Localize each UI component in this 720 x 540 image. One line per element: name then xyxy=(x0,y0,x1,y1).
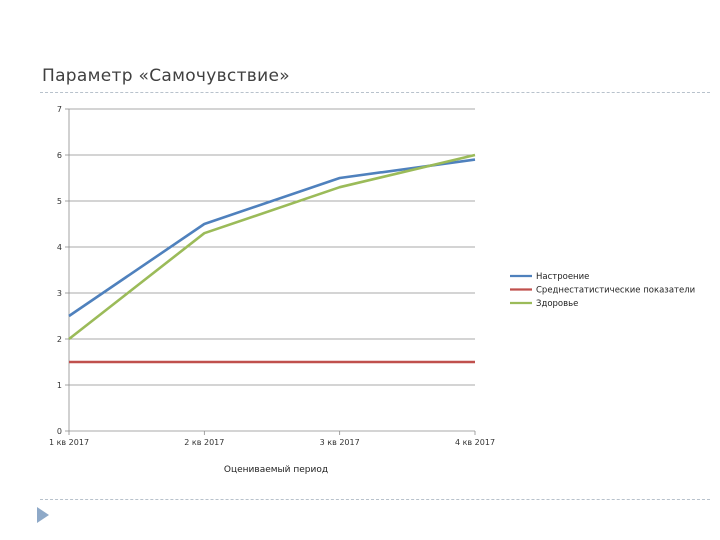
y-tick-label: 3 xyxy=(57,289,62,298)
x-tick-label: 2 кв 2017 xyxy=(184,438,224,447)
x-axis-label: Оцениваемый период xyxy=(224,465,328,475)
legend-label: Среднестатистические показатели xyxy=(536,286,695,296)
y-tick-label: 0 xyxy=(57,427,62,436)
bottom-divider xyxy=(40,499,710,500)
y-tick-label: 4 xyxy=(57,243,62,252)
series-line-1 xyxy=(68,158,476,318)
y-tick-label: 1 xyxy=(57,381,62,390)
legend: Настроение Среднестатистические показател… xyxy=(510,272,695,309)
axes xyxy=(65,108,476,435)
y-tick-label: 5 xyxy=(57,197,62,206)
legend-label: Здоровье xyxy=(536,299,578,309)
y-tick-labels: 0 1 2 3 4 5 6 7 xyxy=(57,105,62,436)
grid-lines xyxy=(69,108,475,386)
x-tick-label: 3 кв 2017 xyxy=(320,438,360,447)
x-tick-label: 4 кв 2017 xyxy=(455,438,495,447)
slide-title: Параметр «Самочувствие» xyxy=(42,66,290,86)
series-lines xyxy=(68,153,476,364)
legend-label: Настроение xyxy=(536,272,589,282)
y-tick-label: 2 xyxy=(57,335,62,344)
y-tick-label: 7 xyxy=(57,105,62,114)
top-divider xyxy=(40,92,710,93)
series-line-3 xyxy=(68,153,476,341)
y-tick-label: 6 xyxy=(57,151,62,160)
x-tick-labels: 1 кв 2017 2 кв 2017 3 кв 2017 4 кв 2017 xyxy=(49,438,495,447)
x-tick-label: 1 кв 2017 xyxy=(49,438,89,447)
slide-nav-arrow-icon[interactable] xyxy=(37,507,49,523)
